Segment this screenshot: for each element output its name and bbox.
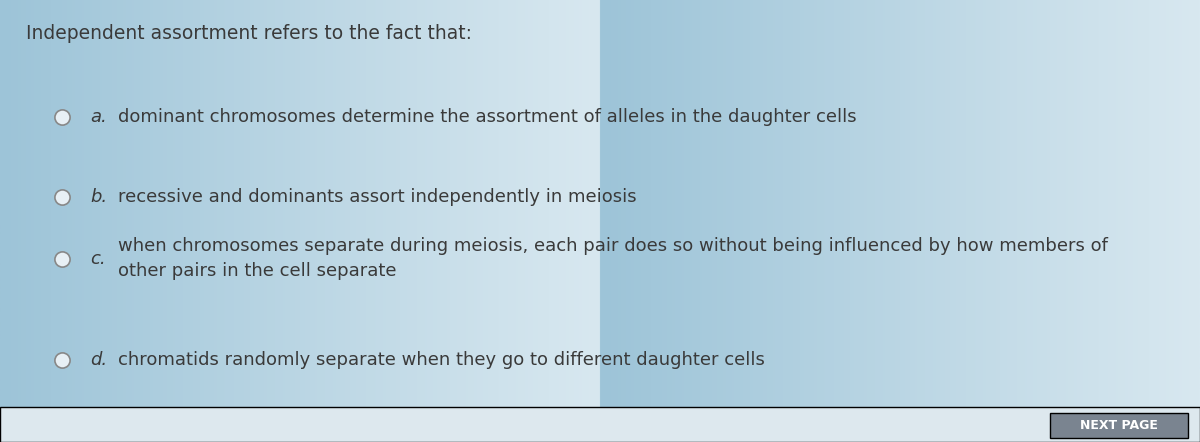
Text: b.: b.: [90, 188, 107, 206]
Text: c.: c.: [90, 250, 106, 267]
FancyBboxPatch shape: [1050, 413, 1188, 438]
Text: when chromosomes separate during meiosis, each pair does so without being influe: when chromosomes separate during meiosis…: [118, 237, 1108, 280]
Text: Independent assortment refers to the fact that:: Independent assortment refers to the fac…: [26, 24, 473, 43]
FancyBboxPatch shape: [0, 407, 1200, 442]
Point: [53, 114, 72, 121]
Text: dominant chromosomes determine the assortment of alleles in the daughter cells: dominant chromosomes determine the assor…: [118, 108, 857, 126]
Point: [53, 255, 72, 262]
Text: a.: a.: [90, 108, 107, 126]
Point: [53, 193, 72, 200]
Text: recessive and dominants assort independently in meiosis: recessive and dominants assort independe…: [118, 188, 636, 206]
Text: d.: d.: [90, 351, 107, 369]
Point: [53, 357, 72, 364]
Text: chromatids randomly separate when they go to different daughter cells: chromatids randomly separate when they g…: [118, 351, 764, 369]
Text: NEXT PAGE: NEXT PAGE: [1080, 419, 1158, 432]
